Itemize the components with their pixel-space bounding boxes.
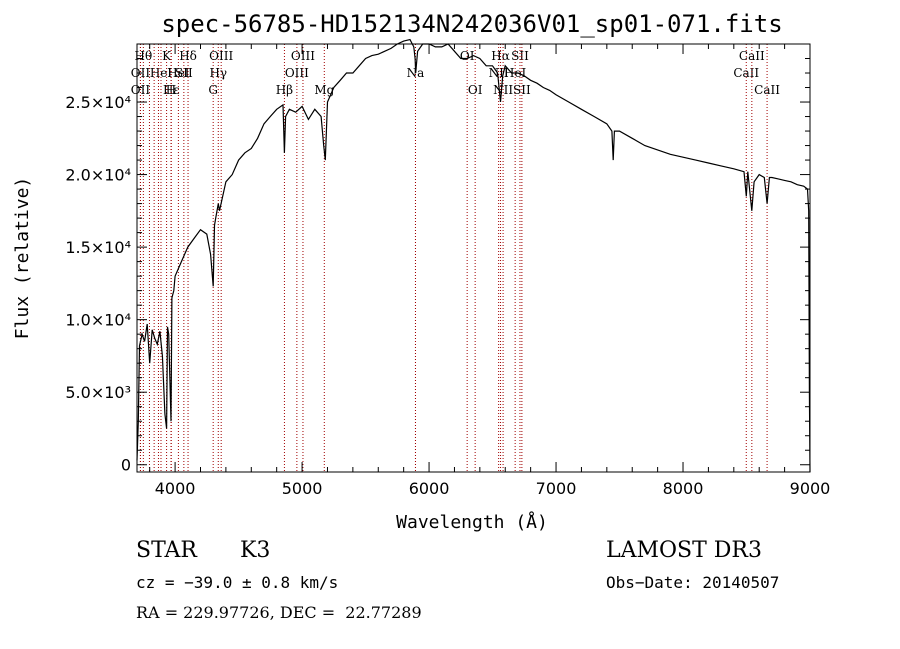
y-tick-label: 1.5×10⁴ [65, 238, 131, 257]
survey-name: LAMOST DR3 [606, 538, 762, 563]
x-tick-label: 4000 [155, 479, 196, 498]
spectral-line-label: Hα [491, 49, 510, 63]
spectral-line-label: OI [468, 83, 483, 97]
coordinates: RA = 229.97726, DEC = 22.77289 [136, 603, 422, 622]
spectral-line-label: OIII [209, 49, 233, 63]
spectral-line-label: SII [511, 49, 529, 63]
spectral-line-label: SII [175, 66, 193, 80]
y-tick-label: 2.0×10⁴ [65, 166, 131, 185]
spectral-line-label: Hβ [276, 83, 293, 97]
spectral-line-label: HeI [150, 66, 173, 80]
y-axis-label: Flux (relative) [12, 177, 33, 340]
spectral-line-label: OIII [291, 49, 315, 63]
x-tick-label: 5000 [282, 479, 323, 498]
x-tick-label: 9000 [790, 479, 831, 498]
x-tick-label: 6000 [409, 479, 450, 498]
spectral-line-label: SII [513, 83, 531, 97]
spectral-line-label: G [208, 83, 218, 97]
chart-title: spec-56785-HD152134N242036V01_sp01-071.f… [161, 10, 782, 38]
redshift-cz: cz = −39.0 ± 0.8 km/s [136, 573, 339, 592]
x-axis: 4000 5000 6000 7000 8000 9000 [149, 44, 831, 498]
spectral-line-label: Hθ [134, 49, 152, 63]
y-axis: 0 5.0×10³ 1.0×10⁴ 1.5×10⁴ 2.0×10⁴ 2.5×10⁴ [65, 58, 810, 475]
y-tick-label: 0 [121, 456, 131, 475]
spectral-line-label: OIII [285, 66, 309, 80]
y-tick-label: 2.5×10⁴ [65, 93, 131, 112]
spectral-line-markers: HθOIIOIIHeIHεKHHeISIIHδGHγOIIIHβOIIIOIII… [131, 44, 780, 472]
spectral-line-label: H [166, 83, 176, 97]
spectral-line-label: Hδ [179, 49, 197, 63]
object-class: STAR [136, 538, 197, 563]
plot-frame [136, 43, 811, 473]
spectral-line-label: HeI [167, 66, 190, 80]
spectral-line-label: CaII [739, 49, 765, 63]
spectral-line-label: CaII [733, 66, 759, 80]
x-axis-label: Wavelength (Å) [396, 511, 548, 533]
spectral-line-label: CaII [754, 83, 780, 97]
spectral-line-label: K [162, 49, 172, 63]
spectrum-series-line [136, 38, 811, 473]
spectral-line-label: Mg [314, 83, 334, 97]
spectral-line-label: OII [131, 83, 151, 97]
spectral-line-label: Hγ [209, 66, 227, 80]
y-tick-label: 1.0×10⁴ [65, 311, 131, 330]
object-subclass: K3 [240, 538, 271, 563]
spectral-line-label: OI [460, 49, 475, 63]
y-tick-label: 5.0×10³ [65, 383, 131, 402]
x-tick-label: 8000 [663, 479, 704, 498]
x-tick-label: 7000 [536, 479, 577, 498]
observation-date: Obs−Date: 20140507 [606, 573, 780, 592]
spectral-line-label: NII [493, 83, 513, 97]
